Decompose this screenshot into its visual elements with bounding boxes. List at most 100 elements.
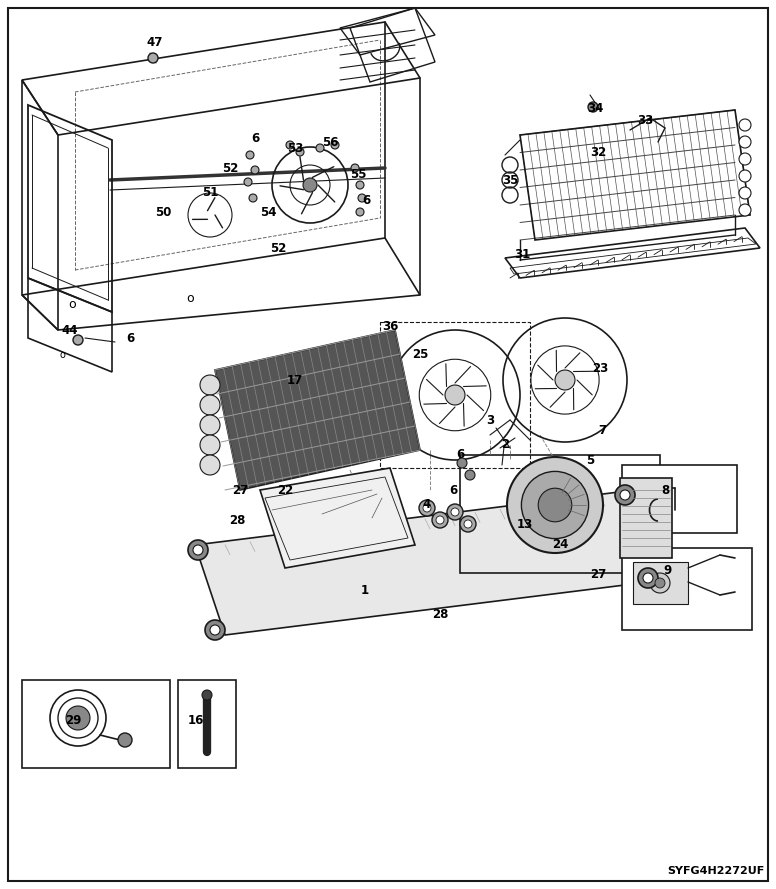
Text: 6: 6 [251,132,259,145]
Text: 36: 36 [382,321,398,333]
Text: 54: 54 [260,206,276,220]
Polygon shape [215,330,420,490]
Text: 6: 6 [449,484,457,496]
Circle shape [655,578,665,588]
Text: 31: 31 [514,247,530,260]
Text: o: o [186,292,194,305]
Circle shape [555,370,575,390]
Text: 17: 17 [287,373,303,387]
Circle shape [643,573,653,583]
Circle shape [200,455,220,475]
Circle shape [615,485,635,505]
Bar [620,478,672,558]
Circle shape [200,395,220,415]
Bar [178,680,236,768]
Circle shape [251,166,259,174]
Circle shape [356,181,364,189]
Text: 24: 24 [552,539,568,551]
Text: 35: 35 [502,173,518,187]
Text: 52: 52 [270,242,286,254]
Circle shape [739,136,751,148]
Circle shape [316,144,324,152]
Circle shape [507,457,603,553]
Circle shape [638,568,658,588]
Text: 6: 6 [126,332,134,345]
Circle shape [200,435,220,455]
Text: 28: 28 [229,514,245,526]
Bar [622,548,752,630]
Text: 47: 47 [147,36,163,49]
Circle shape [296,148,304,156]
Text: 23: 23 [592,362,608,374]
Circle shape [739,204,751,216]
Text: 1: 1 [361,583,369,597]
Text: 13: 13 [517,518,533,532]
Text: 2: 2 [501,438,509,452]
Text: 53: 53 [287,141,303,155]
Circle shape [419,500,435,516]
Text: SMALL ENGINES: SMALL ENGINES [251,464,478,487]
Circle shape [193,545,203,555]
Bar [622,465,737,533]
Circle shape [445,385,465,405]
Circle shape [73,335,83,345]
Circle shape [358,194,366,202]
Text: 33: 33 [637,114,653,126]
Circle shape [303,178,317,192]
Circle shape [286,141,294,149]
Text: 4: 4 [423,499,431,511]
Circle shape [351,164,359,172]
Text: o: o [68,299,76,311]
Text: 8: 8 [661,484,669,496]
Circle shape [202,690,212,700]
Circle shape [650,573,670,593]
Circle shape [739,187,751,199]
Text: 6: 6 [456,448,464,461]
Text: o: o [59,350,65,360]
Text: 28: 28 [431,608,449,621]
Polygon shape [260,468,415,568]
Bar [633,562,688,604]
Circle shape [200,375,220,395]
Polygon shape [195,490,665,635]
Text: SYFG4H2272UF: SYFG4H2272UF [667,866,764,876]
Circle shape [436,516,444,524]
Text: 27: 27 [232,484,248,496]
Text: 6: 6 [362,194,370,206]
Text: 51: 51 [202,187,218,199]
Circle shape [148,53,158,63]
Circle shape [249,194,257,202]
Circle shape [200,415,220,435]
Circle shape [588,102,598,112]
Circle shape [464,520,472,528]
Text: 22: 22 [277,484,293,496]
Circle shape [118,733,132,747]
Text: 7: 7 [598,423,606,436]
Circle shape [451,508,459,516]
Text: 34: 34 [587,101,603,115]
Circle shape [739,119,751,131]
Text: JACKS: JACKS [266,416,463,473]
Circle shape [246,151,254,159]
Circle shape [331,141,339,149]
Circle shape [457,458,467,468]
Text: 55: 55 [350,169,366,181]
Text: 5: 5 [586,453,594,467]
Text: 16: 16 [188,714,204,726]
Circle shape [66,706,90,730]
Circle shape [210,625,220,635]
Text: 50: 50 [155,205,171,219]
Circle shape [205,620,225,640]
Bar [460,455,660,573]
Circle shape [620,490,630,500]
Circle shape [460,516,476,532]
Bar [380,322,530,468]
Circle shape [423,504,431,512]
Text: 52: 52 [222,162,238,174]
Circle shape [739,153,751,165]
Circle shape [539,488,572,522]
Text: 9: 9 [663,564,671,576]
Circle shape [356,208,364,216]
Text: 29: 29 [65,714,81,726]
Text: 32: 32 [590,146,606,158]
